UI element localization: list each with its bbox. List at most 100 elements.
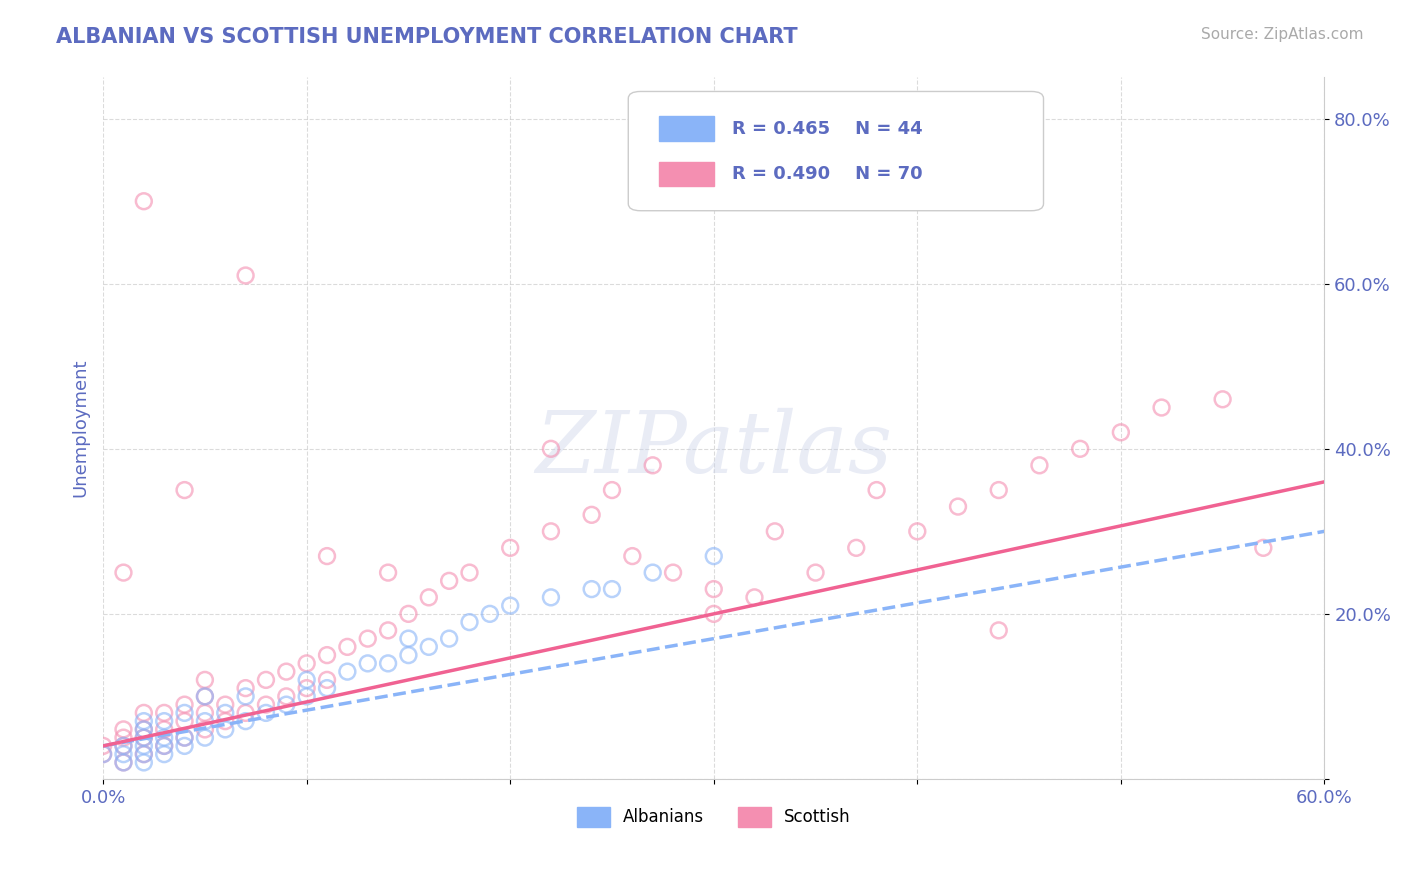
Point <box>91 739 114 753</box>
Point <box>112 747 135 761</box>
Point <box>540 442 562 456</box>
Point <box>235 706 257 720</box>
Point <box>1150 401 1173 415</box>
Point <box>316 549 339 563</box>
Point <box>153 714 176 728</box>
Point <box>194 731 217 745</box>
Point <box>235 268 257 283</box>
Point <box>132 194 155 209</box>
Point <box>153 747 176 761</box>
Point <box>499 541 522 555</box>
Point <box>703 607 725 621</box>
Point <box>254 706 277 720</box>
Point <box>437 632 460 646</box>
Point <box>987 483 1010 497</box>
Point <box>398 632 420 646</box>
Point <box>600 582 623 596</box>
Point <box>377 624 399 638</box>
Point <box>703 582 725 596</box>
Text: Source: ZipAtlas.com: Source: ZipAtlas.com <box>1201 27 1364 42</box>
Point <box>112 739 135 753</box>
Point <box>214 714 236 728</box>
Point <box>132 739 155 753</box>
Point <box>987 624 1010 638</box>
Point <box>235 714 257 728</box>
Point <box>295 657 318 671</box>
Point <box>1253 541 1275 555</box>
Point <box>744 591 766 605</box>
Point <box>540 524 562 539</box>
Point <box>91 747 114 761</box>
Point <box>946 500 969 514</box>
Point <box>153 731 176 745</box>
Point <box>377 657 399 671</box>
Point <box>276 690 298 704</box>
Point <box>194 690 217 704</box>
Point <box>194 714 217 728</box>
Point <box>336 640 359 654</box>
Point <box>214 723 236 737</box>
Point <box>132 747 155 761</box>
Legend: Albanians, Scottish: Albanians, Scottish <box>569 800 858 834</box>
Point <box>357 657 380 671</box>
Point <box>276 665 298 679</box>
Point <box>112 739 135 753</box>
Bar <box>659 161 714 186</box>
Point <box>173 714 195 728</box>
Point <box>132 706 155 720</box>
Point <box>214 706 236 720</box>
Point <box>132 723 155 737</box>
Point <box>91 747 114 761</box>
Point <box>173 731 195 745</box>
Point <box>641 458 664 473</box>
Point <box>845 541 868 555</box>
Point <box>865 483 887 497</box>
Point <box>357 632 380 646</box>
Point <box>112 723 135 737</box>
Point <box>499 599 522 613</box>
Point <box>316 681 339 695</box>
Point <box>112 731 135 745</box>
Point <box>194 723 217 737</box>
Point <box>418 640 440 654</box>
Point <box>418 591 440 605</box>
Point <box>540 591 562 605</box>
Point <box>132 714 155 728</box>
Point <box>377 566 399 580</box>
Point <box>132 756 155 770</box>
Point <box>132 731 155 745</box>
Point <box>1069 442 1091 456</box>
Point <box>316 673 339 687</box>
FancyBboxPatch shape <box>628 92 1043 211</box>
Point <box>153 723 176 737</box>
Point <box>235 681 257 695</box>
Point <box>703 549 725 563</box>
Point <box>804 566 827 580</box>
Point <box>276 698 298 712</box>
Point <box>112 756 135 770</box>
Point <box>295 690 318 704</box>
Bar <box>659 116 714 141</box>
Point <box>194 690 217 704</box>
Point <box>153 739 176 753</box>
Text: ZIPatlas: ZIPatlas <box>536 408 893 491</box>
Point <box>581 508 603 522</box>
Point <box>316 648 339 662</box>
Point <box>1028 458 1050 473</box>
Point <box>1109 425 1132 440</box>
Point <box>398 607 420 621</box>
Point <box>763 524 786 539</box>
Point <box>295 681 318 695</box>
Point <box>112 566 135 580</box>
Point <box>132 731 155 745</box>
Point <box>621 549 644 563</box>
Text: R = 0.490    N = 70: R = 0.490 N = 70 <box>733 165 922 183</box>
Point <box>641 566 664 580</box>
Point <box>254 698 277 712</box>
Point <box>194 673 217 687</box>
Point <box>132 723 155 737</box>
Point <box>132 747 155 761</box>
Point <box>458 615 481 629</box>
Point <box>153 739 176 753</box>
Text: R = 0.465    N = 44: R = 0.465 N = 44 <box>733 120 922 137</box>
